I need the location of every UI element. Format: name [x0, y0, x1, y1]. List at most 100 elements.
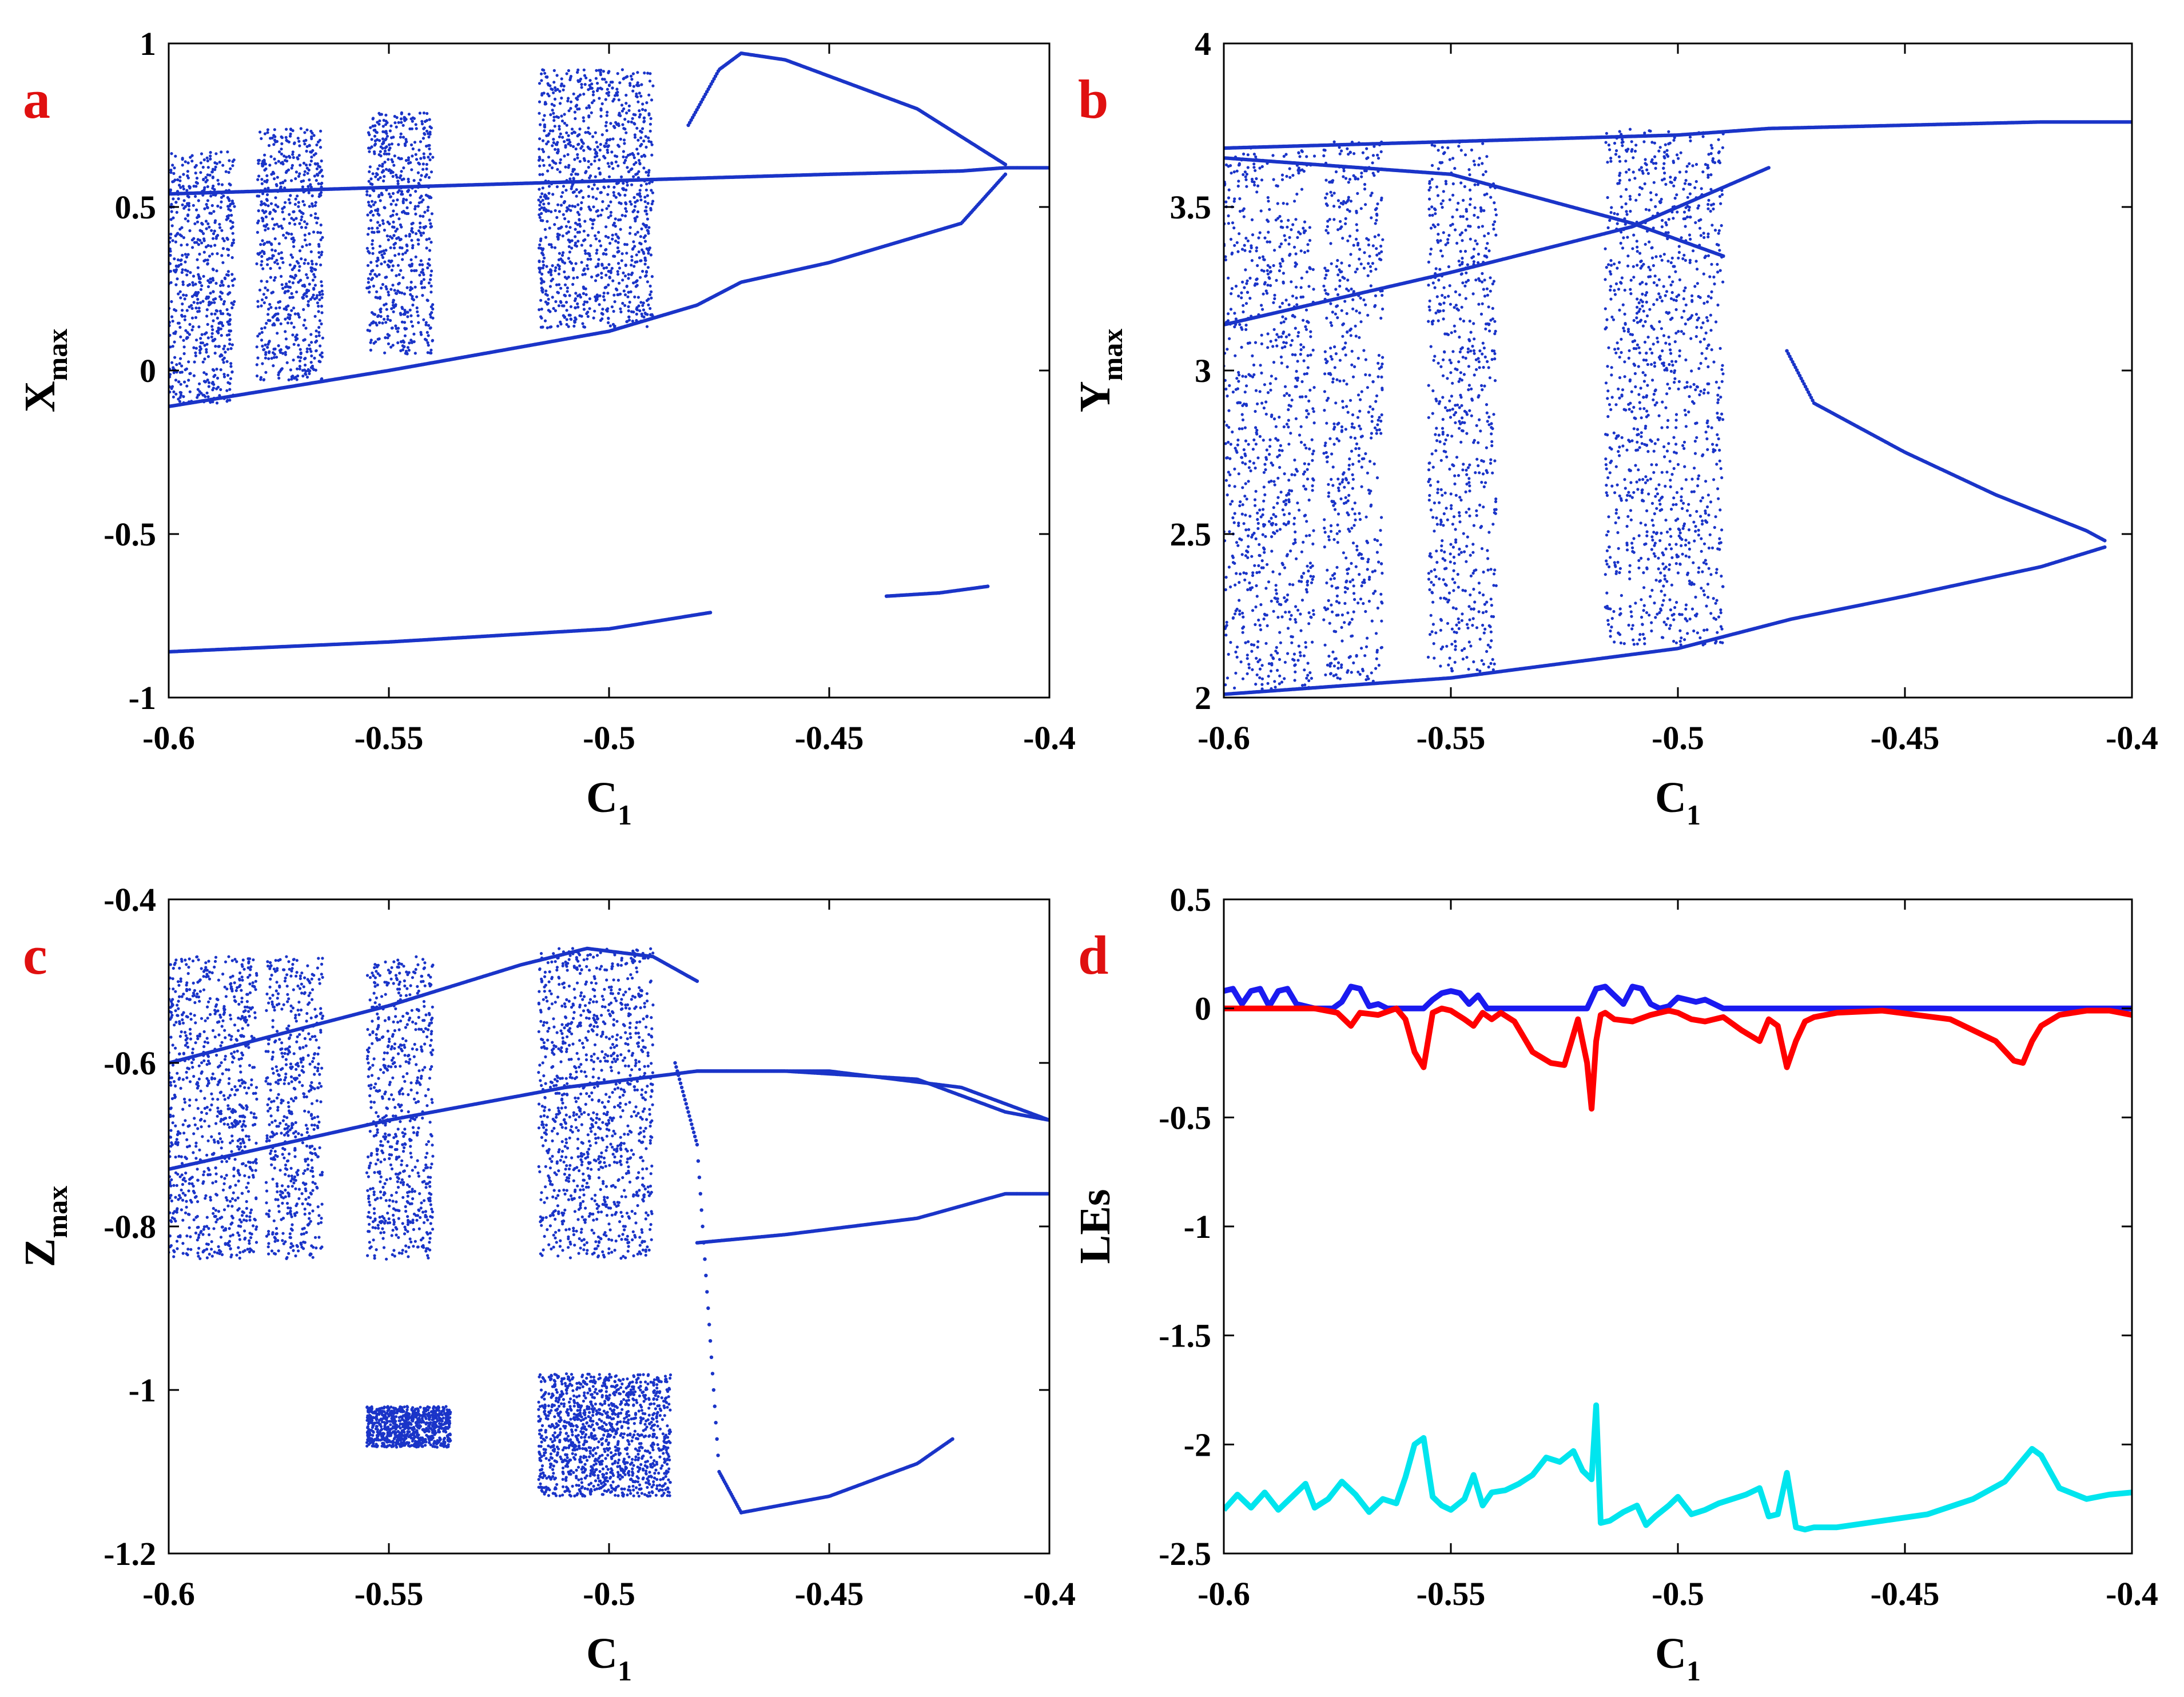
- chaos-point: [620, 214, 624, 217]
- chaos-point: [543, 228, 547, 231]
- chaos-point: [186, 194, 189, 198]
- chaos-point: [230, 200, 234, 203]
- chaos-point: [548, 285, 552, 288]
- chaos-point: [566, 153, 570, 156]
- chaos-point: [650, 290, 653, 293]
- chaos-point: [294, 197, 297, 201]
- chaos-point: [297, 355, 300, 359]
- chaos-point: [188, 229, 192, 233]
- chaos-point: [574, 262, 578, 265]
- chaos-point: [547, 180, 550, 183]
- chaos-point: [297, 316, 301, 319]
- chaos-point: [308, 372, 311, 376]
- chaos-point: [315, 349, 318, 353]
- chaos-point: [636, 296, 640, 299]
- chaos-point: [181, 283, 185, 286]
- chaos-point: [264, 343, 267, 346]
- chaos-point: [181, 157, 184, 160]
- chaos-point: [582, 308, 586, 311]
- chaos-point: [320, 253, 323, 257]
- chaos-point: [558, 252, 562, 255]
- chaos-point: [583, 272, 587, 276]
- chaos-point: [561, 191, 564, 194]
- chaos-point: [176, 321, 180, 325]
- chaos-point: [304, 258, 307, 262]
- chaos-point: [568, 260, 572, 264]
- chaos-point: [399, 132, 403, 136]
- chaos-point: [276, 176, 279, 179]
- chaos-point: [541, 148, 544, 151]
- chaos-point: [178, 391, 182, 394]
- chaos-point: [564, 301, 568, 304]
- chaos-point: [611, 86, 614, 90]
- chaos-point: [183, 314, 186, 318]
- chaos-point: [635, 279, 639, 282]
- chaos-point: [605, 207, 608, 210]
- chaos-point: [620, 259, 623, 262]
- chaos-point: [220, 196, 223, 199]
- chaos-point: [596, 214, 600, 218]
- chaos-point: [205, 295, 209, 298]
- chaos-point: [321, 174, 324, 178]
- chaos-point: [217, 182, 220, 186]
- chaos-point: [369, 211, 372, 214]
- chaos-point: [606, 145, 610, 149]
- chaos-point: [645, 145, 648, 149]
- chaos-point: [290, 166, 293, 170]
- chaos-point: [319, 353, 322, 357]
- chaos-point: [545, 134, 548, 137]
- chaos-point: [624, 102, 628, 105]
- chaos-point: [630, 273, 633, 276]
- y-tick-label: -1: [129, 679, 156, 716]
- chaos-point: [644, 274, 647, 278]
- chaos-point: [416, 310, 419, 313]
- chaos-point: [264, 215, 268, 218]
- chaos-point: [390, 259, 393, 262]
- chaos-point: [311, 364, 315, 368]
- chaos-point: [206, 322, 209, 326]
- chaos-point: [180, 262, 183, 266]
- chaos-point: [182, 401, 185, 405]
- chaos-point: [311, 278, 315, 282]
- chaos-point: [274, 203, 277, 207]
- chaos-point: [198, 382, 201, 385]
- chaos-point: [633, 205, 637, 208]
- chaos-point: [553, 125, 556, 128]
- chaos-point: [190, 294, 194, 298]
- chaos-point: [544, 208, 548, 212]
- chaos-point: [541, 219, 544, 222]
- chaos-point: [427, 176, 431, 179]
- chaos-point: [303, 233, 307, 237]
- chaos-point: [392, 209, 395, 213]
- chaos-point: [216, 376, 220, 380]
- chaos-point: [586, 300, 589, 304]
- chaos-point: [311, 266, 314, 270]
- chaos-point: [595, 89, 599, 93]
- chaos-point: [259, 243, 262, 246]
- chaos-point: [195, 208, 198, 212]
- chaos-point: [547, 185, 551, 188]
- chaos-point: [285, 169, 289, 173]
- chaos-point: [192, 284, 195, 287]
- chaos-point: [569, 100, 573, 103]
- chaos-point: [378, 119, 381, 122]
- chaos-point: [632, 310, 635, 314]
- chaos-point: [429, 273, 433, 277]
- chaos-point: [182, 338, 185, 342]
- chaos-point: [284, 350, 287, 354]
- chaos-point: [193, 241, 197, 244]
- chaos-point: [395, 176, 399, 179]
- chaos-point: [291, 296, 295, 299]
- chaos-point: [280, 142, 284, 145]
- chaos-point: [542, 118, 545, 122]
- chaos-point: [320, 250, 324, 254]
- chaos-point: [221, 312, 225, 316]
- chaos-point: [647, 252, 650, 255]
- chaos-point: [619, 228, 622, 231]
- chaos-point: [273, 353, 276, 356]
- chaos-point: [430, 212, 434, 216]
- chaos-point: [365, 190, 369, 193]
- chaos-point: [617, 98, 620, 102]
- chaos-point: [302, 161, 306, 165]
